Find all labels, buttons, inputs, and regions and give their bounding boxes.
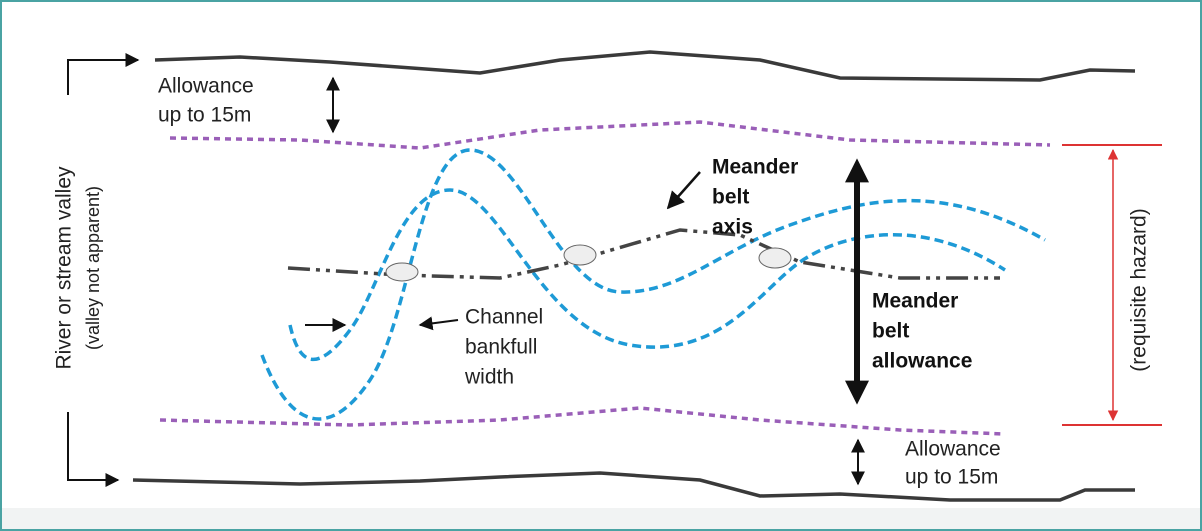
label: width	[464, 366, 514, 389]
page: {"labels": { "top_allowance": ["Allowanc…	[0, 0, 1202, 531]
label: Meander	[872, 290, 958, 313]
diagram: Allowance up to 15m Allowance up to 15m …	[0, 0, 1202, 531]
footer-strip	[2, 508, 1200, 529]
label: bankfull	[465, 336, 537, 359]
label: River or stream valley	[53, 166, 76, 370]
label: belt	[712, 186, 749, 209]
label: up to 15m	[158, 104, 251, 127]
label: (requisite hazard)	[1128, 208, 1151, 371]
label: up to 15m	[905, 466, 998, 489]
label: Allowance	[158, 75, 254, 98]
label: (valley not apparent)	[83, 186, 103, 350]
label: axis	[712, 216, 753, 239]
label: belt	[872, 320, 909, 343]
label: allowance	[872, 350, 972, 373]
label: Allowance	[905, 438, 1001, 461]
label: Channel	[465, 306, 543, 329]
label: Meander	[712, 156, 798, 179]
